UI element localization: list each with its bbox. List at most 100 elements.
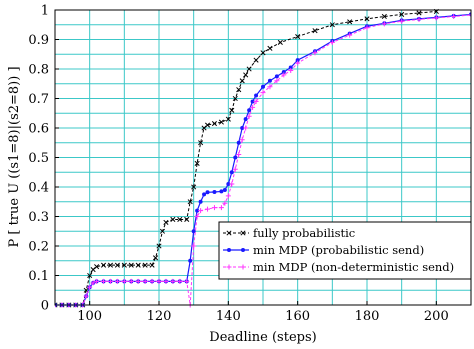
data-point xyxy=(243,72,249,78)
data-point xyxy=(232,166,238,172)
data-point xyxy=(246,113,252,119)
data-point xyxy=(94,264,100,270)
y-tick-label: 0 xyxy=(41,299,49,314)
data-point xyxy=(267,84,273,90)
data-point xyxy=(194,214,200,219)
legend-entry: fully probabilistic xyxy=(223,226,355,240)
data-point xyxy=(253,98,259,104)
data-point xyxy=(347,19,353,25)
data-point xyxy=(156,278,162,284)
data-point xyxy=(191,229,196,234)
data-point xyxy=(191,243,197,249)
data-point xyxy=(187,199,193,205)
data-point xyxy=(100,262,107,268)
data-point xyxy=(240,264,246,270)
y-tick-label: 1 xyxy=(41,4,49,19)
data-point xyxy=(295,58,300,63)
data-point xyxy=(107,278,113,284)
data-point xyxy=(83,293,89,299)
data-point xyxy=(468,12,471,18)
data-point xyxy=(239,78,245,84)
data-point xyxy=(156,243,162,249)
data-point xyxy=(55,302,58,308)
data-point xyxy=(347,32,353,38)
data-point xyxy=(295,33,301,40)
data-point xyxy=(274,74,279,79)
data-point xyxy=(241,248,245,252)
data-point xyxy=(329,22,335,28)
data-point xyxy=(288,65,293,70)
data-point xyxy=(233,155,238,160)
data-point xyxy=(170,216,176,223)
data-point xyxy=(433,15,439,21)
y-tick-label: 0.1 xyxy=(28,269,49,284)
data-point xyxy=(135,278,141,284)
x-tick-label: 160 xyxy=(285,309,310,324)
data-point xyxy=(87,272,93,279)
data-point xyxy=(295,60,301,66)
x-tick-label: 140 xyxy=(216,309,241,324)
data-point xyxy=(211,121,218,127)
series-3 xyxy=(55,12,471,308)
data-point xyxy=(229,107,235,113)
data-point xyxy=(202,192,207,197)
y-tick-label: 0.7 xyxy=(28,92,49,107)
data-point xyxy=(229,170,234,175)
data-point xyxy=(381,21,387,27)
data-point xyxy=(170,278,176,284)
data-point xyxy=(205,190,210,195)
data-point xyxy=(236,140,241,145)
data-point xyxy=(159,228,166,234)
data-point xyxy=(312,28,318,34)
legend-box xyxy=(218,221,472,280)
legend-label: min MDP (probabilistic send) xyxy=(253,243,424,257)
x-tick-label: 180 xyxy=(355,309,380,324)
data-point xyxy=(281,69,286,74)
data-point xyxy=(163,278,169,284)
data-point xyxy=(250,104,256,110)
data-point xyxy=(364,16,370,22)
y-tick-label: 0.2 xyxy=(28,240,49,255)
data-point xyxy=(226,182,231,187)
data-point xyxy=(240,230,246,236)
data-point xyxy=(232,95,238,102)
data-point xyxy=(212,190,217,195)
data-point xyxy=(121,262,127,268)
data-point xyxy=(229,181,235,187)
x-tick-label: 200 xyxy=(424,309,449,324)
data-point xyxy=(205,206,211,212)
data-point xyxy=(101,278,107,284)
data-point xyxy=(149,278,155,284)
legend-entry: min MDP (probabilistic send) xyxy=(223,243,424,257)
data-point xyxy=(236,152,242,158)
data-point xyxy=(114,262,120,268)
data-point xyxy=(114,278,120,284)
data-point xyxy=(243,125,249,131)
data-point xyxy=(416,10,422,16)
data-point xyxy=(222,200,228,206)
data-point xyxy=(261,84,265,89)
legend-label: fully probabilistic xyxy=(253,226,355,240)
data-point xyxy=(260,90,266,96)
data-point xyxy=(281,72,287,78)
data-point xyxy=(274,78,280,84)
data-point xyxy=(227,248,231,252)
data-point xyxy=(218,205,224,211)
data-point xyxy=(204,122,211,128)
data-point xyxy=(184,278,190,284)
data-point xyxy=(177,278,183,284)
x-tick-label: 120 xyxy=(147,309,172,324)
data-point xyxy=(254,93,259,98)
data-point xyxy=(329,39,335,45)
y-tick-label: 0.5 xyxy=(28,151,49,166)
data-point xyxy=(416,16,422,22)
data-point xyxy=(247,108,252,113)
data-point xyxy=(177,216,183,223)
data-point xyxy=(225,116,231,122)
data-point xyxy=(218,119,224,125)
data-point xyxy=(260,50,266,56)
data-point xyxy=(240,126,245,130)
data-point xyxy=(163,219,169,225)
